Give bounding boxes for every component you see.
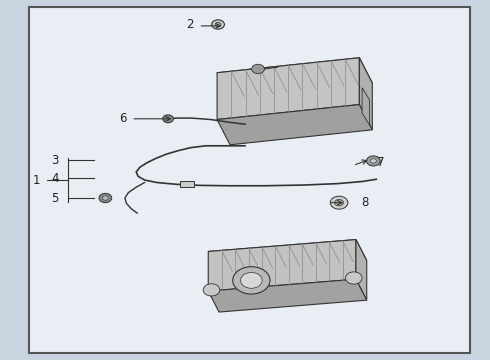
Polygon shape [208, 240, 356, 291]
Circle shape [212, 20, 224, 29]
Polygon shape [359, 58, 372, 130]
Polygon shape [208, 279, 367, 312]
Circle shape [163, 115, 173, 123]
Text: 6: 6 [119, 112, 126, 125]
Circle shape [335, 199, 343, 206]
Circle shape [99, 193, 112, 203]
Text: 2: 2 [186, 18, 194, 31]
Circle shape [345, 272, 362, 284]
Circle shape [330, 196, 348, 209]
Circle shape [367, 156, 380, 166]
Polygon shape [217, 104, 372, 145]
Text: 1: 1 [32, 174, 40, 186]
Circle shape [203, 284, 220, 296]
Circle shape [370, 159, 376, 163]
Text: 8: 8 [361, 196, 369, 209]
Circle shape [241, 273, 262, 288]
Circle shape [102, 196, 108, 200]
Text: 5: 5 [51, 192, 59, 204]
Polygon shape [356, 240, 367, 300]
Text: 3: 3 [51, 154, 59, 167]
Circle shape [215, 22, 221, 27]
Polygon shape [217, 58, 359, 120]
Text: 7: 7 [377, 156, 385, 168]
Circle shape [233, 267, 270, 294]
Polygon shape [217, 58, 372, 98]
Text: 4: 4 [51, 172, 59, 185]
Polygon shape [362, 88, 369, 125]
Circle shape [252, 64, 265, 74]
Polygon shape [208, 240, 367, 273]
Bar [180, 181, 194, 187]
